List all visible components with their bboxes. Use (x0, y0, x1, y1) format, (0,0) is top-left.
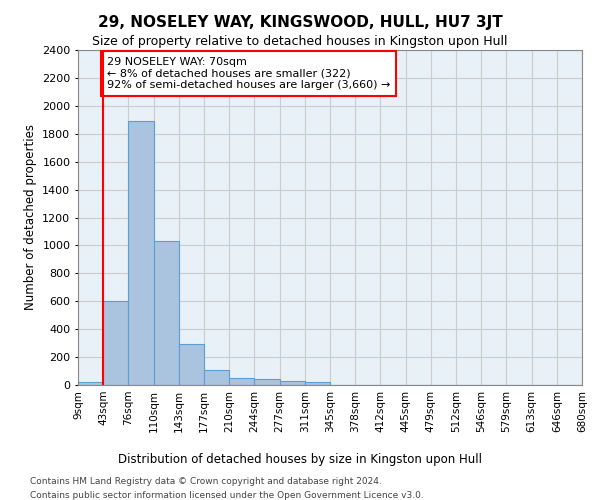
Bar (154, 240, 179, 385)
Bar (204, 370, 229, 385)
Y-axis label: Number of detached properties: Number of detached properties (23, 124, 37, 310)
Bar (254, 378, 280, 385)
Bar (103, 301, 128, 385)
Bar (128, 121, 154, 385)
Bar (280, 381, 305, 385)
Text: Distribution of detached houses by size in Kingston upon Hull: Distribution of detached houses by size … (118, 452, 482, 466)
Bar (78, 382, 103, 385)
Bar (229, 378, 254, 385)
Bar (305, 382, 330, 385)
Text: 29 NOSELEY WAY: 70sqm
← 8% of detached houses are smaller (322)
92% of semi-deta: 29 NOSELEY WAY: 70sqm ← 8% of detached h… (107, 57, 391, 90)
Text: Contains HM Land Registry data © Crown copyright and database right 2024.: Contains HM Land Registry data © Crown c… (30, 478, 382, 486)
Text: Contains public sector information licensed under the Open Government Licence v3: Contains public sector information licen… (30, 491, 424, 500)
Bar (179, 344, 204, 385)
Text: Size of property relative to detached houses in Kingston upon Hull: Size of property relative to detached ho… (92, 35, 508, 48)
Text: 29, NOSELEY WAY, KINGSWOOD, HULL, HU7 3JT: 29, NOSELEY WAY, KINGSWOOD, HULL, HU7 3J… (98, 15, 502, 30)
